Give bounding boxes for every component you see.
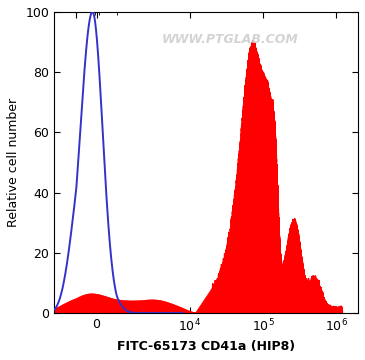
Y-axis label: Relative cell number: Relative cell number	[7, 98, 20, 227]
X-axis label: FITC-65173 CD41a (HIP8): FITC-65173 CD41a (HIP8)	[117, 340, 295, 353]
Text: WWW.PTGLAB.COM: WWW.PTGLAB.COM	[162, 33, 299, 46]
